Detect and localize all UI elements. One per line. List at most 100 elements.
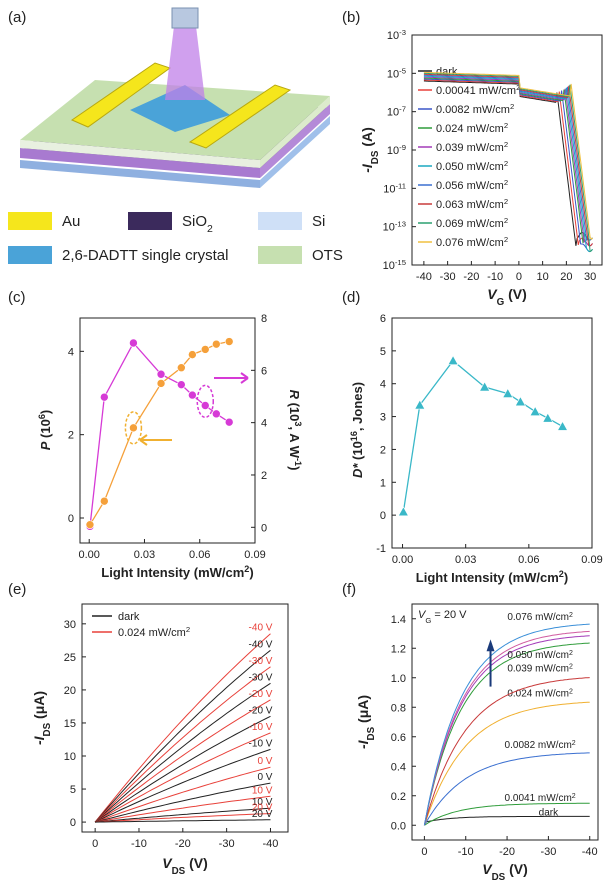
output-curve (423, 635, 590, 826)
plot-frame (391, 317, 593, 549)
y-tick-label: 10-9 (387, 143, 406, 158)
x-tick-label: 0.03 (455, 554, 476, 566)
x-tick-label: 0 (92, 838, 98, 850)
chart-f: 0 -10 -20 -30 -40 0.0 0.2 0.4 0.6 0.8 1.0 1.2 1.4 VDS… (355, 603, 599, 883)
legend-label: 0.00041 mW/cm2 (436, 83, 520, 98)
vg-label: -10 V (249, 738, 273, 749)
x-tick-label: -20 (175, 838, 191, 850)
x-tick-label: -40 (416, 271, 432, 283)
y-tick-label: 10-7 (387, 104, 406, 119)
x-axis-label: VDS (V) (482, 861, 528, 883)
legend-label: 0.039 mW/cm2 (436, 140, 508, 155)
legend-label: Si (312, 213, 325, 230)
data-point (129, 423, 138, 433)
panel-label-a: (a) (8, 9, 26, 26)
transfer-curve (423, 73, 593, 247)
y-tick-label: 0 (68, 513, 74, 525)
y-tick-label: 5 (70, 784, 76, 796)
data-point (200, 345, 210, 354)
y-tick-label: 0.2 (391, 791, 406, 803)
y-tick-label: 5 (380, 346, 386, 358)
panel-label-b: (b) (342, 9, 360, 26)
legend-swatch (8, 212, 52, 230)
data-point (85, 520, 95, 529)
legend-swatch (8, 246, 52, 264)
y-tick-label: 1.4 (391, 614, 406, 626)
legend-label: 0.024 mW/cm2 (436, 121, 508, 136)
transfer-curve (423, 80, 593, 246)
legend-swatch (258, 212, 302, 230)
y-tick-label: -1 (376, 543, 386, 555)
x-tick-label: -10 (487, 271, 503, 283)
y-tick-label: 0.4 (391, 761, 406, 773)
y-tick-label: 6 (380, 313, 386, 325)
x-tick-label: 0.09 (581, 554, 602, 566)
output-curve (423, 752, 590, 826)
data-point (177, 363, 186, 373)
data-point (200, 401, 210, 410)
y-tick-label: 2 (380, 444, 386, 456)
curve-label: 0.0041 mW/cm2 (505, 793, 576, 805)
electrode-right (188, 84, 292, 149)
output-curve (94, 682, 271, 823)
vg-label: -40 V (249, 639, 273, 650)
x-tick-label: -30 (219, 838, 235, 850)
oxide-front (20, 148, 260, 178)
y-tick-label: 10-13 (383, 219, 406, 234)
transfer-curve (423, 79, 593, 247)
plot-frame (411, 603, 599, 841)
legend-label: OTS (312, 247, 343, 264)
x-tick-label: -40 (263, 838, 279, 850)
y-axis-label: -IDS (A) (359, 127, 381, 173)
vg-label: -10 V (249, 722, 273, 733)
data-point (479, 381, 491, 392)
data-point (212, 409, 221, 419)
data-point (414, 399, 426, 410)
x-tick-label: 20 (560, 271, 572, 283)
y-axis-label: D* (1016, Jones) (349, 382, 365, 478)
device-schematic (20, 7, 330, 188)
vg-label: -20 V (249, 689, 273, 700)
y2-tick-label: 0 (261, 522, 267, 534)
panel-label-e: (e) (8, 581, 26, 598)
y-axis-label: -IDS (μA) (355, 695, 377, 749)
panel-label-c: (c) (8, 289, 26, 306)
data-point (156, 379, 166, 388)
panel-label-f: (f) (342, 581, 356, 598)
x-tick-label: -20 (499, 846, 515, 858)
legend-label: 2,6-DADTT single crystal (62, 247, 228, 264)
output-curve (423, 701, 590, 826)
y-tick-label: 1.0 (391, 673, 406, 685)
output-curve (94, 666, 271, 823)
x-tick-label: -20 (463, 271, 479, 283)
arrow-right (214, 372, 249, 384)
vg-label: 0 V (257, 756, 272, 767)
y-tick-label: 0.0 (391, 820, 406, 832)
y-tick-label: 0 (380, 510, 386, 522)
y-tick-label: 0 (70, 817, 76, 829)
transfer-curve (423, 74, 593, 242)
output-curve (95, 795, 271, 823)
legend-label: SiO2 (182, 213, 213, 235)
x-tick-label: 0.03 (134, 549, 155, 561)
highlight-ellipse (196, 384, 215, 419)
plot-frame (79, 317, 256, 544)
light-beam (165, 18, 205, 100)
y-tick-label: 1 (380, 477, 386, 489)
x-tick-label: 0 (516, 271, 522, 283)
transfer-curve (423, 78, 593, 253)
vg-label: 10 V (252, 785, 273, 796)
data-point (557, 420, 569, 431)
gate-voltage-annotation: VG = 20 V (418, 609, 467, 625)
output-curve (424, 815, 590, 823)
y2-tick-label: 6 (261, 365, 267, 377)
crystal (130, 85, 230, 132)
vg-label: 20 V (252, 802, 273, 813)
si-layer-front (20, 160, 260, 188)
x-tick-label: 0.06 (518, 554, 539, 566)
data-point (129, 338, 138, 348)
y-tick-label: 10-11 (383, 181, 406, 196)
vg-label: -30 V (249, 656, 273, 667)
output-curve (94, 766, 271, 823)
output-curve (94, 715, 271, 823)
